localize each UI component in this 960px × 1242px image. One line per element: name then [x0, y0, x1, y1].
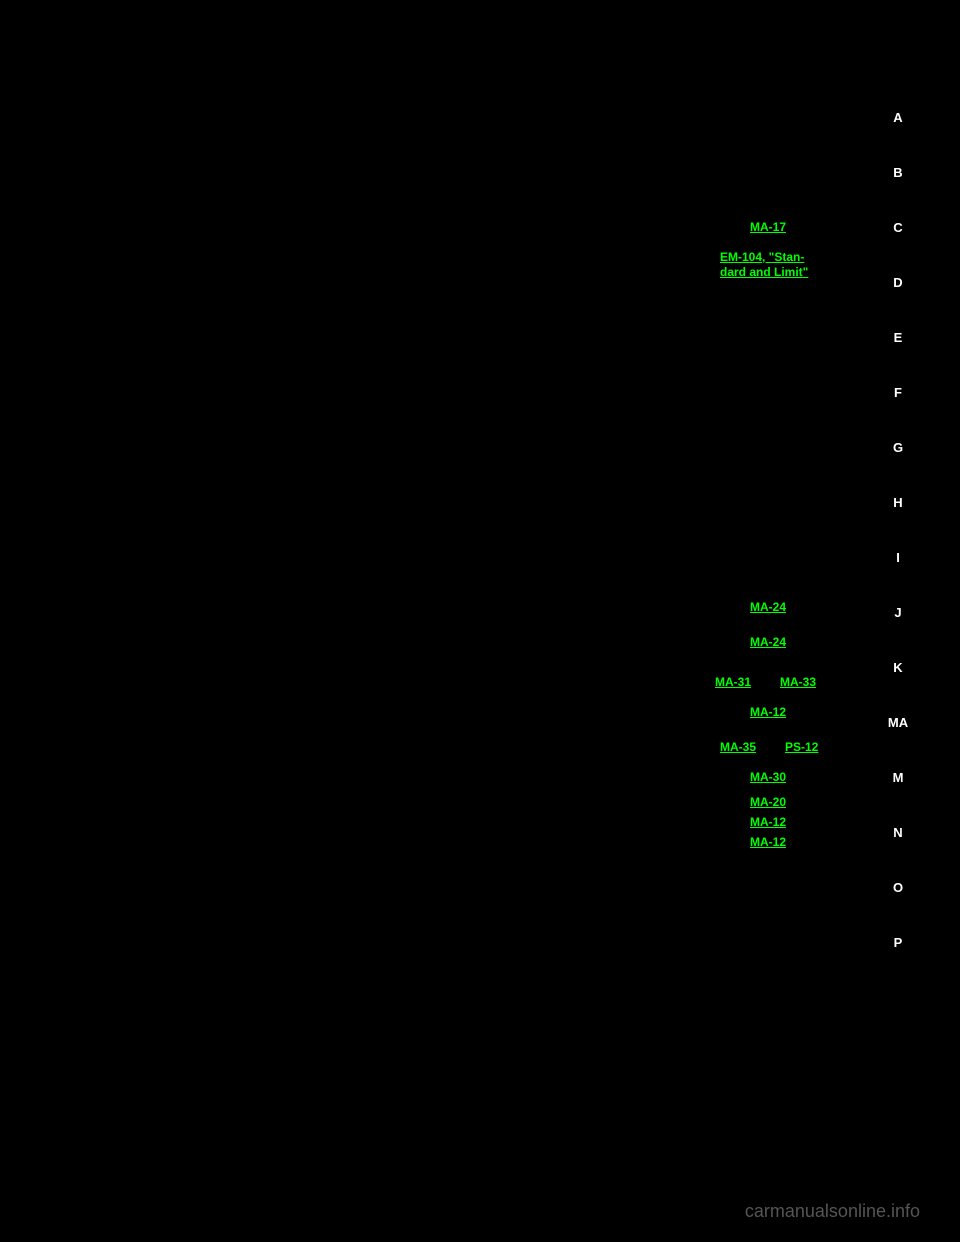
- sidebar-item-g[interactable]: G: [886, 440, 910, 455]
- link-ma-33[interactable]: MA-33: [780, 675, 816, 689]
- link-ma-12-c[interactable]: MA-12: [750, 835, 786, 849]
- sidebar-item-o[interactable]: O: [886, 880, 910, 895]
- sidebar-item-h[interactable]: H: [886, 495, 910, 510]
- section-sidebar: A B C D E F G H I J K MA M N O P: [886, 110, 910, 950]
- sidebar-item-m[interactable]: M: [886, 770, 910, 785]
- watermark-text: carmanualsonline.info: [745, 1201, 920, 1222]
- sidebar-item-j[interactable]: J: [886, 605, 910, 620]
- sidebar-item-c[interactable]: C: [886, 220, 910, 235]
- sidebar-item-k[interactable]: K: [886, 660, 910, 675]
- sidebar-item-e[interactable]: E: [886, 330, 910, 345]
- sidebar-item-b[interactable]: B: [886, 165, 910, 180]
- sidebar-item-i[interactable]: I: [886, 550, 910, 565]
- sidebar-item-f[interactable]: F: [886, 385, 910, 400]
- link-ma-24-b[interactable]: MA-24: [750, 635, 786, 649]
- link-ma-12-b[interactable]: MA-12: [750, 815, 786, 829]
- link-ma-20[interactable]: MA-20: [750, 795, 786, 809]
- link-em-104-line1[interactable]: EM-104, "Stan-: [720, 250, 804, 264]
- sidebar-item-p[interactable]: P: [886, 935, 910, 950]
- sidebar-item-ma[interactable]: MA: [886, 715, 910, 730]
- link-ma-24-a[interactable]: MA-24: [750, 600, 786, 614]
- link-ma-17[interactable]: MA-17: [750, 220, 786, 234]
- link-ma-12-a[interactable]: MA-12: [750, 705, 786, 719]
- sidebar-item-n[interactable]: N: [886, 825, 910, 840]
- link-em-104-line2[interactable]: dard and Limit": [720, 265, 808, 279]
- link-ma-35[interactable]: MA-35: [720, 740, 756, 754]
- sidebar-item-a[interactable]: A: [886, 110, 910, 125]
- sidebar-item-d[interactable]: D: [886, 275, 910, 290]
- link-ps-12[interactable]: PS-12: [785, 740, 818, 754]
- link-ma-31[interactable]: MA-31: [715, 675, 751, 689]
- link-ma-30[interactable]: MA-30: [750, 770, 786, 784]
